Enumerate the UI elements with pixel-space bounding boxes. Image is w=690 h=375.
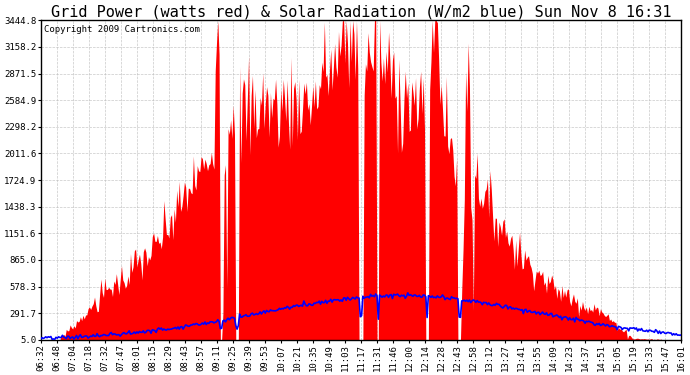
Text: Copyright 2009 Cartronics.com: Copyright 2009 Cartronics.com bbox=[43, 25, 199, 34]
Title: Grid Power (watts red) & Solar Radiation (W/m2 blue) Sun Nov 8 16:31: Grid Power (watts red) & Solar Radiation… bbox=[50, 4, 671, 19]
